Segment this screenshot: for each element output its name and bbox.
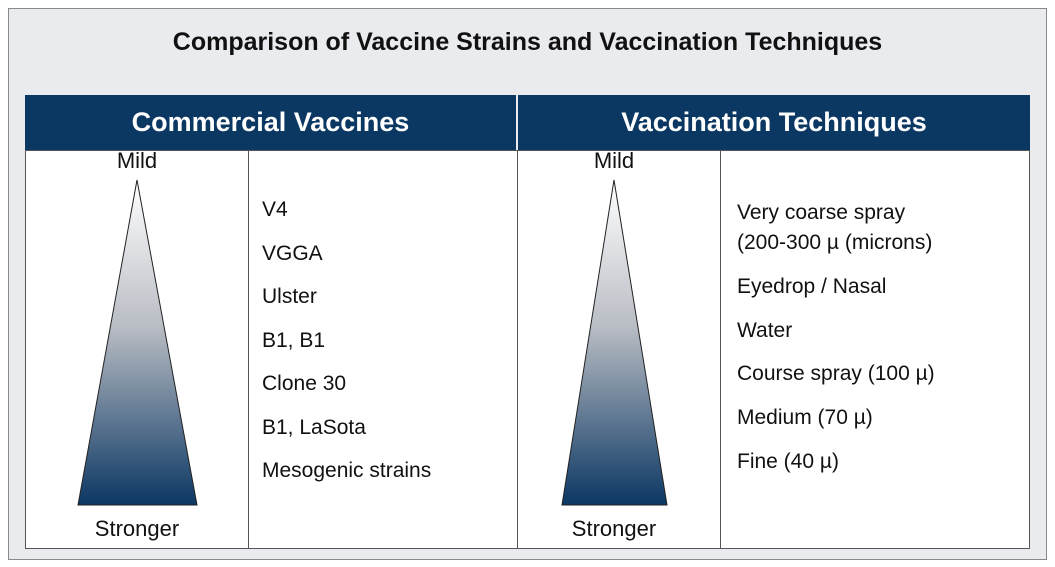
item-line: Medium (70 µ) — [737, 406, 873, 430]
top-label: Mild — [116, 148, 158, 173]
list-item: B1, B1 — [262, 326, 431, 356]
item-line: Ulster — [262, 285, 317, 308]
list-item: Course spray (100 µ) — [737, 359, 935, 389]
bottom-label: Stronger — [94, 516, 180, 541]
list-item: Very coarse spray (200-300 µ (microns) — [737, 198, 935, 258]
item-line: V4 — [262, 198, 288, 221]
list-item: V4 — [262, 195, 431, 225]
column-header: Commercial Vaccines — [25, 95, 516, 150]
column-header: Vaccination Techniques — [518, 95, 1030, 150]
list: Very coarse spray (200-300 µ (microns) Eye… — [737, 198, 935, 491]
item-line: Mesogenic strains — [262, 459, 432, 482]
item-line: (200-300 µ (microns) — [737, 231, 933, 254]
item-line: VGGA — [262, 241, 323, 265]
item-line: B1, B1 — [262, 328, 326, 352]
item-line: Eyedrop / Nasal — [737, 274, 887, 298]
item-line: Very coarse spray — [737, 201, 906, 224]
list-item: Fine (40 µ) — [737, 447, 935, 477]
title: Comparison of Vaccine Strains and Vaccin… — [172, 28, 883, 56]
list-item: Eyedrop / Nasal — [737, 272, 935, 302]
list: V4 VGGA Ulster B1, B1 Clone 30 B1, LaSota Meso… — [262, 195, 431, 500]
triangle — [561, 179, 668, 506]
top-label: Mild — [593, 148, 635, 173]
list-item: VGGA — [262, 239, 431, 269]
triangle — [77, 179, 198, 506]
list-item: Medium (70 µ) — [737, 403, 935, 433]
item-line: Clone 30 — [262, 372, 347, 395]
item-line: B1, LaSota — [262, 415, 366, 439]
item-line: Fine (40 µ) — [737, 449, 839, 473]
list-item: Ulster — [262, 282, 431, 312]
list-item: B1, LaSota — [262, 413, 431, 443]
list-item: Mesogenic strains — [262, 456, 431, 486]
item-line: Course spray (100 µ) — [737, 362, 935, 386]
list-item: Clone 30 — [262, 369, 431, 399]
bottom-label: Stronger — [571, 516, 657, 541]
cell — [248, 150, 518, 549]
cell — [720, 150, 1030, 549]
item-line: Water — [737, 318, 793, 342]
list-item: Water — [737, 316, 935, 346]
